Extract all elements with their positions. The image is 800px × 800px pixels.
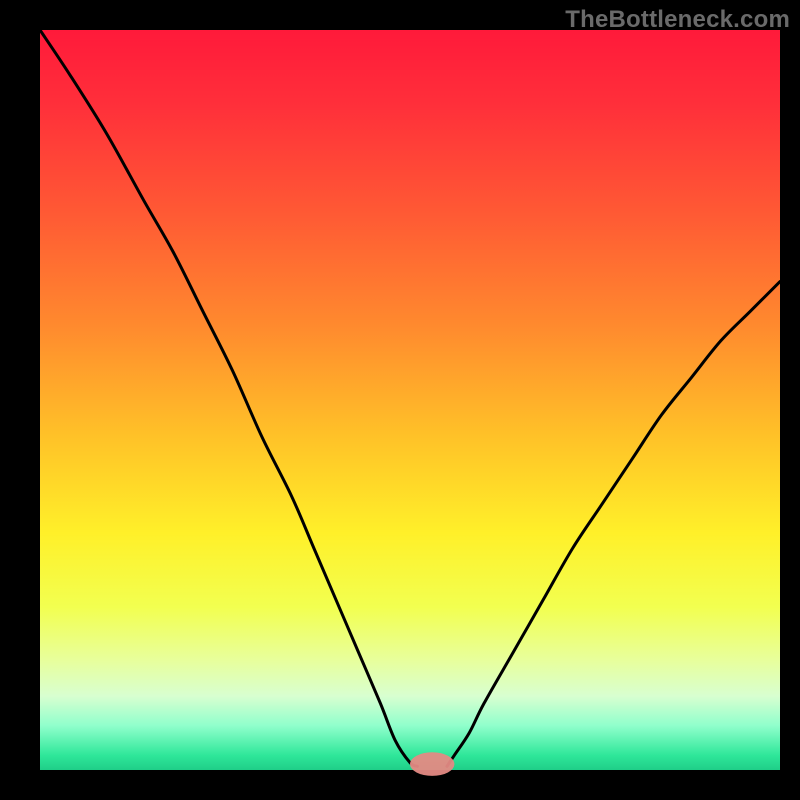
minimum-marker bbox=[410, 752, 454, 776]
bottleneck-chart bbox=[0, 0, 800, 800]
watermark-label: TheBottleneck.com bbox=[565, 6, 790, 34]
plot-gradient-background bbox=[40, 30, 780, 770]
chart-stage: TheBottleneck.com bbox=[0, 0, 800, 800]
